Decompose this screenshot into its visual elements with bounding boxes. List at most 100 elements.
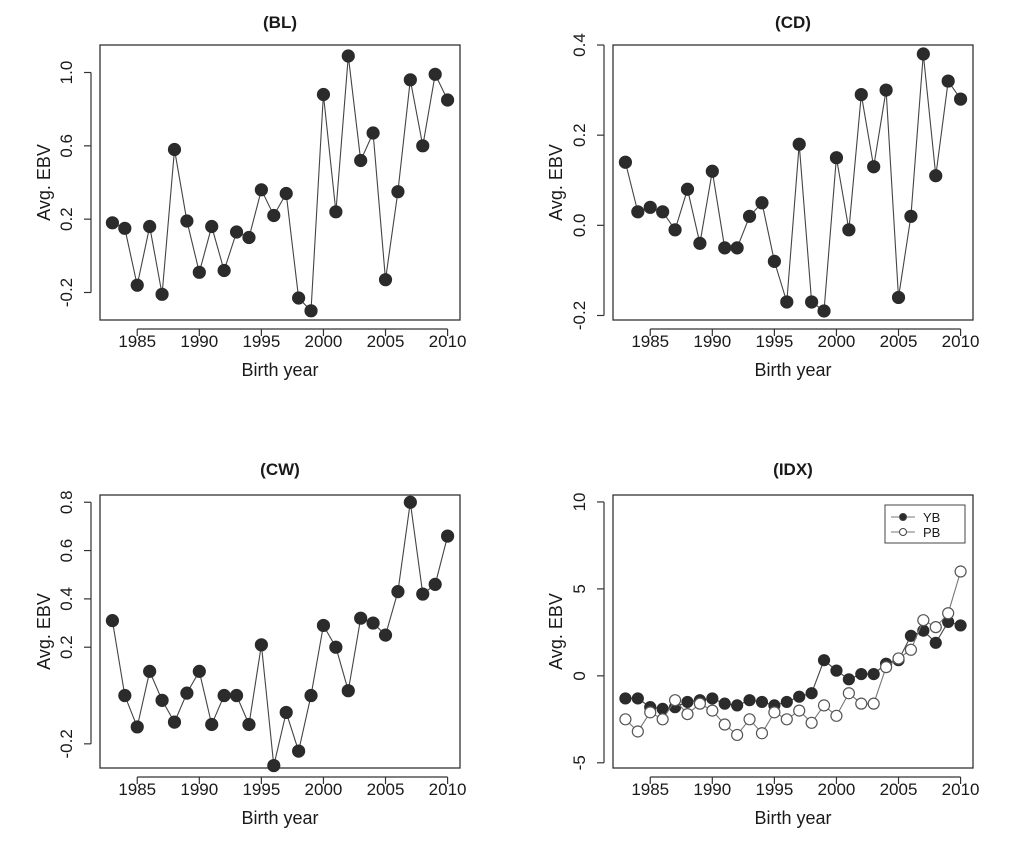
data-point <box>656 205 670 219</box>
y-tick-label: 0.2 <box>57 635 76 659</box>
data-point <box>341 49 355 63</box>
data-point <box>755 196 769 210</box>
data-point <box>378 273 393 287</box>
data-point <box>428 67 442 81</box>
data-point <box>180 686 194 700</box>
y-tick-label: 0.4 <box>57 587 76 611</box>
data-point <box>867 668 880 681</box>
data-point <box>768 706 781 719</box>
series-line <box>624 53 962 313</box>
data-point <box>817 654 831 667</box>
y-axis-label: Avg. EBV <box>546 593 566 670</box>
y-tick-label: 0.2 <box>570 123 589 147</box>
legend-label: YB <box>923 510 940 525</box>
data-point <box>780 295 794 309</box>
data-point <box>205 717 219 732</box>
chart-panel-idx: (IDX) 1985 1990 1995 2000 2005 2010 -5 0 5 10 Birth… <box>546 460 980 828</box>
data-point <box>354 611 368 625</box>
x-tick-label: 1985 <box>118 332 156 351</box>
x-tick-label: 1985 <box>118 780 156 799</box>
data-point <box>855 697 868 710</box>
data-point <box>705 164 719 178</box>
series-line <box>625 571 962 736</box>
data-point <box>130 278 144 292</box>
data-point <box>954 619 967 632</box>
series-line <box>111 502 449 766</box>
data-point <box>403 495 417 509</box>
x-tick-label: 1985 <box>631 780 669 799</box>
data-point <box>904 643 918 656</box>
data-point <box>619 713 632 726</box>
x-tick-label: 2010 <box>942 780 980 799</box>
x-tick-label: 2010 <box>429 332 467 351</box>
data-point <box>693 236 707 250</box>
legend-marker <box>899 528 907 536</box>
data-point <box>681 695 694 709</box>
x-tick-label: 1990 <box>693 780 731 799</box>
chart-title: (IDX) <box>773 460 813 479</box>
data-point <box>780 713 793 726</box>
y-tick-label: -0.2 <box>57 278 76 307</box>
data-point <box>416 139 430 153</box>
data-point <box>391 585 405 599</box>
data-point <box>929 169 943 183</box>
data-point <box>167 142 182 157</box>
data-point <box>440 93 455 107</box>
data-point <box>668 223 682 237</box>
data-point <box>254 183 268 197</box>
data-point <box>229 225 244 239</box>
chart-title: (CD) <box>775 13 811 32</box>
x-tick-label: 2010 <box>942 332 980 351</box>
data-point <box>167 715 182 729</box>
plot-frame <box>99 494 461 769</box>
data-point <box>693 697 706 710</box>
data-point <box>316 618 331 633</box>
data-point <box>631 692 644 705</box>
chart-title: (BL) <box>263 13 297 32</box>
x-axis-label: Birth year <box>241 360 318 380</box>
data-point <box>656 713 669 726</box>
series-line <box>112 55 449 313</box>
y-tick-label: 0.6 <box>57 134 76 158</box>
data-point <box>631 725 644 738</box>
data-point <box>793 690 806 703</box>
y-tick-label: -5 <box>570 755 589 770</box>
data-point <box>205 219 219 234</box>
series-line <box>625 621 961 710</box>
data-point <box>805 716 818 729</box>
data-point <box>830 709 843 722</box>
data-point <box>855 668 868 681</box>
x-tick-label: 1995 <box>755 780 793 799</box>
data-point <box>929 636 942 649</box>
data-point <box>292 744 306 758</box>
data-point <box>391 185 405 199</box>
data-point <box>917 614 930 627</box>
data-point <box>118 688 132 703</box>
x-tick-label: 2000 <box>818 780 856 799</box>
data-point <box>954 565 967 578</box>
data-point <box>618 155 633 169</box>
data-point <box>854 87 868 102</box>
data-point <box>192 265 206 279</box>
x-tick-label: 1990 <box>180 332 218 351</box>
x-tick-label: 2000 <box>305 332 343 351</box>
data-point <box>706 704 719 717</box>
data-point <box>180 214 194 228</box>
chart-panel-cd: (CD) 1985 1990 1995 2000 2005 2010 -0.2 0.0 0.2 0.… <box>546 13 980 380</box>
data-point <box>780 695 793 709</box>
data-point <box>867 160 881 174</box>
y-tick-label: 0.8 <box>57 490 76 514</box>
legend-label: PB <box>923 525 940 540</box>
legend-marker <box>899 513 907 521</box>
data-point <box>792 137 806 151</box>
x-tick-label: 2005 <box>880 332 918 351</box>
data-point <box>267 758 281 773</box>
data-point <box>755 727 769 740</box>
y-tick-label: 0.2 <box>57 207 76 231</box>
data-point <box>229 688 244 703</box>
data-point <box>817 304 831 318</box>
data-point <box>731 728 744 742</box>
data-point <box>879 83 893 97</box>
data-point <box>743 694 756 707</box>
data-point <box>329 205 343 219</box>
